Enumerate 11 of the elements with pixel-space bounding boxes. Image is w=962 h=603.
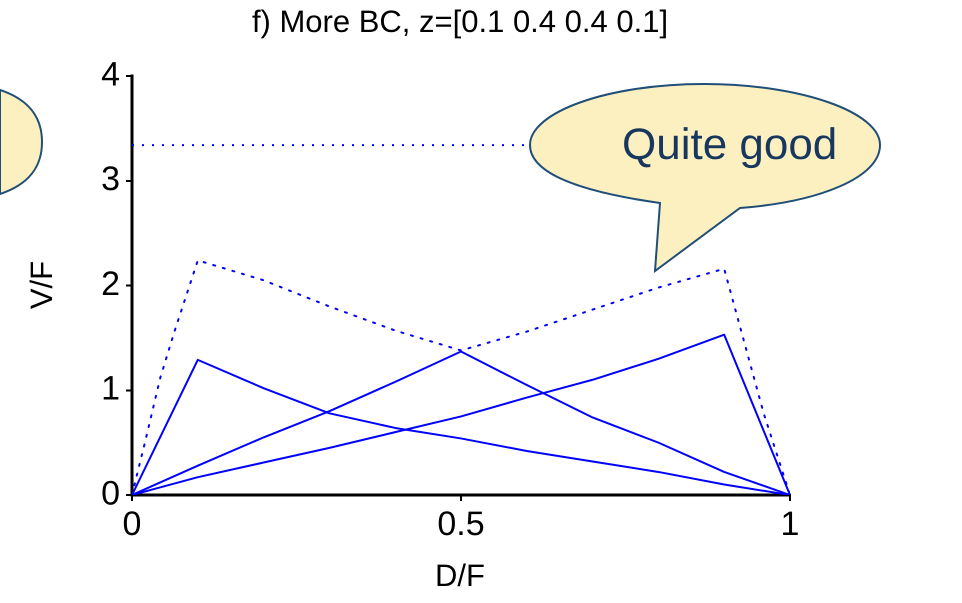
y-tick-label: 2 — [101, 264, 120, 303]
y-axis-title: V/F — [24, 260, 60, 310]
x-tick-label: 1 — [780, 504, 800, 543]
annotation: Quite good — [622, 120, 838, 170]
x-tick-label: 0.5 — [437, 504, 485, 543]
y-tick-label: 3 — [101, 160, 120, 198]
y-tick-label: 1 — [101, 370, 120, 408]
y-tick-label: 0 — [101, 474, 120, 512]
x-axis-title: D/F — [435, 558, 485, 594]
chart-title: f) More BC, z=[0.1 0.4 0.4 0.1] — [252, 4, 668, 40]
y-tick-label: 4 — [101, 55, 120, 94]
